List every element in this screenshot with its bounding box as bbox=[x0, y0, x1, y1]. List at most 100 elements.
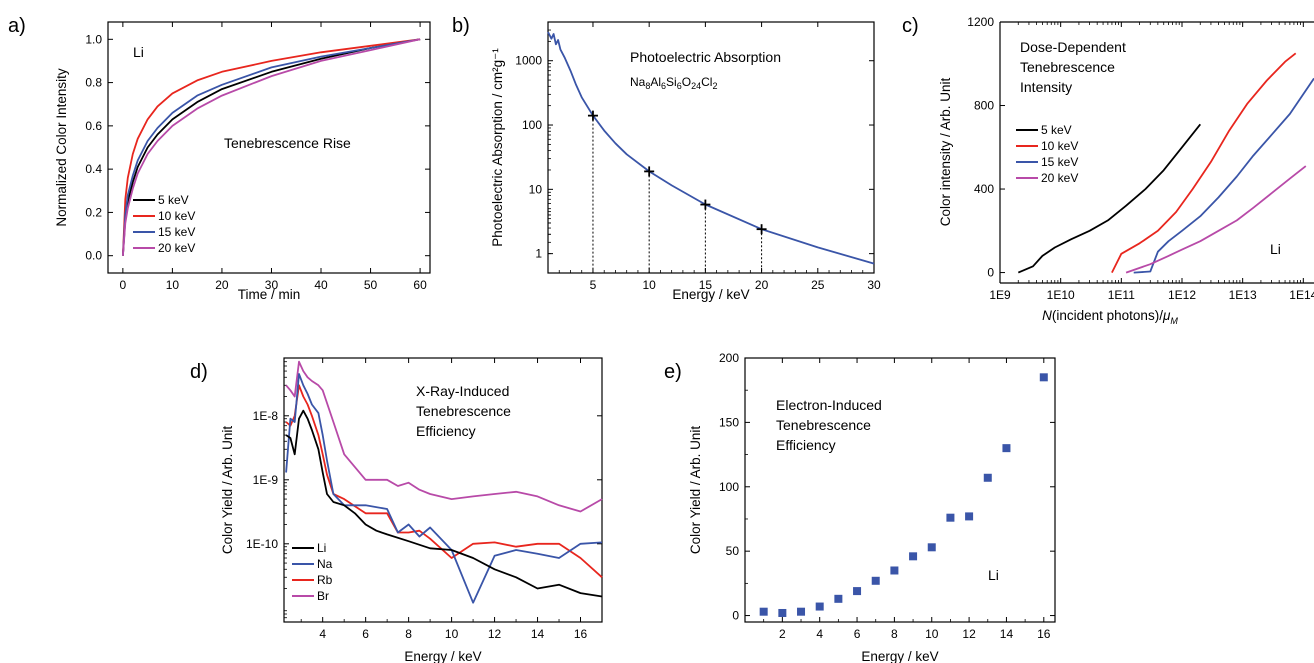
panel-b-formula-part: Cl bbox=[701, 75, 712, 89]
panel-e-point-3 bbox=[815, 602, 824, 611]
panel-e-xtick-5-label: 12 bbox=[962, 627, 976, 641]
panel-a-xtick-6-label: 60 bbox=[413, 278, 427, 292]
panel-a-legend-label-2: 15 keV bbox=[158, 225, 195, 239]
panel-d-legend-label-0: Li bbox=[317, 541, 326, 555]
panel-e-annotation: Li bbox=[988, 567, 999, 583]
panel-e-point-6 bbox=[871, 576, 880, 585]
panel-a-xtick-1-label: 10 bbox=[166, 278, 180, 292]
panel-e-ytick-4-label: 200 bbox=[719, 351, 739, 365]
panel-e-xtick-1-label: 4 bbox=[816, 627, 823, 641]
panel-d-series-1 bbox=[285, 373, 603, 604]
panel-b-formula-part: Al bbox=[650, 75, 661, 89]
panel-a-xtick-0-label: 0 bbox=[120, 278, 127, 292]
panel-d-series-2 bbox=[285, 384, 603, 578]
panel-c-xlabel-mu: μ bbox=[1162, 308, 1171, 323]
panel-e-title-line-2: Efficiency bbox=[776, 437, 836, 453]
panel-b-xtick-0-label: 5 bbox=[590, 278, 597, 292]
panel-b-xlabel: Energy / keV bbox=[672, 287, 749, 302]
panel-a-ytick-3-label: 0.6 bbox=[85, 119, 102, 133]
panel-b-formula-part: Si bbox=[666, 75, 677, 89]
panel-a-ytick-5-label: 1.0 bbox=[85, 32, 102, 46]
panel-d-xtick-6-label: 16 bbox=[574, 627, 588, 641]
panel-e-xlabel: Energy / keV bbox=[861, 649, 938, 663]
panel-d-xtick-5-label: 14 bbox=[531, 627, 545, 641]
panel-b-formula-part: 6 bbox=[677, 81, 682, 91]
panel-a: 0 10 20 30 40 50 60 0.0 0.2 0.4 0.6 0.8 1.0 Time / mi… bbox=[54, 21, 431, 302]
panel-b-xtick-4-label: 25 bbox=[811, 278, 825, 292]
panel-a-ytick-1-label: 0.2 bbox=[85, 205, 102, 219]
panel-e: 2 4 6 8 10 12 14 16 0 50 100 150 200 Energy / keV Colo… bbox=[688, 351, 1056, 663]
panel-c-xtick-0-label: 1E9 bbox=[989, 288, 1011, 302]
panel-c: 1E9 1E10 1E11 1E12 1E13 1E14 0 400 800 1200 N(inci… bbox=[938, 15, 1314, 326]
panel-a-xtick-5-label: 50 bbox=[364, 278, 378, 292]
panel-c-title-line-2: Intensity bbox=[1020, 79, 1072, 95]
panel-b-formula-part: 2 bbox=[712, 81, 717, 91]
panel-b-formula-part: Na bbox=[630, 75, 646, 89]
panel-a-ytick-0-label: 0.0 bbox=[85, 249, 102, 263]
panel-c-xlabel: N(incident photons)/μM bbox=[1042, 308, 1178, 326]
panel-a-series-3 bbox=[122, 38, 421, 256]
panel-c-legend-label-2: 15 keV bbox=[1041, 155, 1078, 169]
panel-a-xtick-4-label: 40 bbox=[314, 278, 328, 292]
panel-e-point-8 bbox=[909, 552, 918, 561]
panel-c-series-0 bbox=[1017, 123, 1202, 274]
panel-e-point-0 bbox=[759, 607, 768, 616]
panel-a-ytick-4-label: 0.8 bbox=[85, 76, 102, 90]
panel-c-xlabel-mid: (incident photons)/ bbox=[1052, 308, 1163, 323]
panel-d: 4 6 8 10 12 14 16 1E-10 1E-9 1E-8 Energy / keV Colo… bbox=[220, 357, 603, 663]
panel-b-frame bbox=[547, 21, 875, 274]
panel-d-xtick-4-label: 12 bbox=[488, 627, 502, 641]
panel-b-ytick-2-label: 100 bbox=[522, 118, 542, 132]
panel-c-series-1 bbox=[1111, 52, 1297, 274]
panel-e-ytick-2-label: 100 bbox=[719, 480, 739, 494]
panel-e-point-12 bbox=[983, 473, 992, 482]
panel-b-ytick-1-label: 10 bbox=[529, 182, 543, 196]
panel-b-series-0 bbox=[547, 31, 875, 265]
panel-c-xlabel-var: N bbox=[1042, 308, 1052, 323]
panel-a-ylabel: Normalized Color Intensity bbox=[54, 68, 69, 227]
panel-b-ytick-3-label: 1000 bbox=[515, 54, 542, 68]
panel-b-xtick-2-label: 15 bbox=[699, 278, 713, 292]
panel-e-title-line-1: Tenebrescence bbox=[776, 417, 871, 433]
panel-e-xtick-3-label: 8 bbox=[891, 627, 898, 641]
panel-d-xtick-3-label: 10 bbox=[445, 627, 459, 641]
panel-a-series-1 bbox=[122, 38, 421, 256]
panel-c-ytick-label-2: 800 bbox=[974, 99, 994, 113]
panel-c-xtick-3-label: 1E12 bbox=[1168, 288, 1196, 302]
panel-b-xtick-3-label: 20 bbox=[755, 278, 769, 292]
panel-d-ytick-2-label: 1E-8 bbox=[253, 409, 279, 423]
panel-e-ytick-0-label: 0 bbox=[732, 609, 739, 623]
panel-e-point-11 bbox=[965, 512, 974, 521]
panel-c-ytick-label-1: 400 bbox=[974, 182, 994, 196]
panel-b-formula-part: O bbox=[682, 75, 691, 89]
panel-d-ytick-0-label: 1E-10 bbox=[246, 537, 278, 551]
panel-a-legend-label-3: 20 keV bbox=[158, 241, 195, 255]
panel-d-ytick-1-label: 1E-9 bbox=[253, 473, 279, 487]
panel-c-series-3 bbox=[1125, 165, 1307, 274]
panel-e-xtick-2-label: 6 bbox=[854, 627, 861, 641]
panel-d-title-line-1: Tenebrescence bbox=[416, 403, 511, 419]
panel-e-point-13 bbox=[1002, 444, 1011, 453]
panel-e-point-9 bbox=[927, 543, 936, 552]
panel-d-legend-label-2: Rb bbox=[317, 573, 333, 587]
panel-c-legend-label-3: 20 keV bbox=[1041, 171, 1078, 185]
panel-e-ytick-1-label: 50 bbox=[726, 544, 740, 558]
panel-a-xlabel: Time / min bbox=[238, 287, 301, 302]
panel-c-title-line-1: Tenebrescence bbox=[1020, 59, 1115, 75]
panel-c-xtick-4-label: 1E13 bbox=[1229, 288, 1257, 302]
panel-a-annotation: Li bbox=[133, 44, 144, 60]
panel-label-c: c) bbox=[902, 15, 919, 37]
panel-c-series-2 bbox=[1133, 77, 1314, 274]
panel-d-xtick-2-label: 8 bbox=[405, 627, 412, 641]
panel-c-title-line-0: Dose-Dependent bbox=[1020, 39, 1126, 55]
panel-b: 5 10 15 20 25 30 1 10 100 1000 Energy / keV Photoel… bbox=[490, 21, 881, 302]
panel-e-ylabel: Color Yield / Arb. Unit bbox=[688, 426, 703, 555]
panel-e-point-7 bbox=[890, 566, 899, 575]
panel-label-b: b) bbox=[452, 15, 470, 37]
panel-d-ylabel: Color Yield / Arb. Unit bbox=[220, 426, 235, 555]
panel-c-ytick-label-0: 0 bbox=[987, 266, 994, 280]
panel-c-annotation: Li bbox=[1270, 241, 1281, 257]
panel-b-formula: Na8Al6Si6O24Cl2 bbox=[630, 75, 717, 91]
panel-e-title-line-0: Electron-Induced bbox=[776, 397, 882, 413]
